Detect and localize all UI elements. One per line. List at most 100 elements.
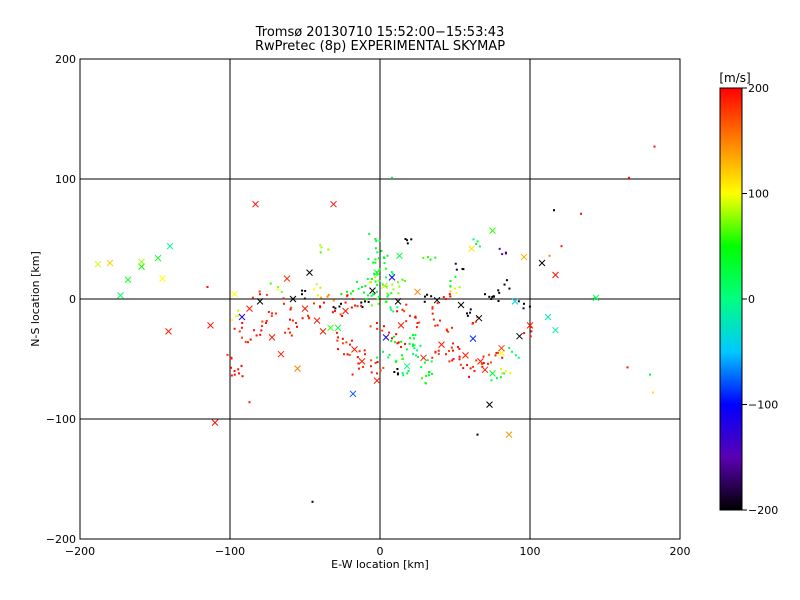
data-cross-marker — [516, 332, 523, 340]
data-dot-marker — [241, 326, 243, 329]
data-cross-marker — [319, 328, 327, 335]
data-dot-marker — [442, 296, 445, 299]
data-cross-marker — [457, 301, 465, 309]
data-dot-marker — [397, 341, 400, 344]
data-dot-marker — [400, 340, 403, 343]
data-dot-marker — [445, 328, 448, 331]
data-dot-marker — [445, 298, 447, 300]
data-dot-marker — [301, 317, 304, 320]
data-dot-marker — [392, 288, 395, 291]
data-dot-marker — [367, 294, 369, 297]
data-dot-marker — [415, 326, 418, 329]
data-cross-marker — [481, 366, 489, 374]
data-dot-marker — [386, 292, 389, 295]
data-cross-marker — [489, 370, 496, 377]
data-cross-marker — [438, 341, 445, 348]
data-cross-marker — [511, 298, 519, 305]
data-cross-marker — [138, 263, 145, 270]
data-dot-marker — [238, 330, 241, 333]
data-dot-marker — [259, 293, 261, 296]
data-dot-marker — [261, 320, 264, 323]
data-dot-marker — [282, 297, 285, 300]
data-dot-marker — [434, 351, 437, 354]
data-dot-marker — [473, 370, 476, 372]
data-dot-marker — [368, 281, 371, 284]
data-dot-marker — [362, 291, 365, 294]
data-dot-marker — [451, 349, 454, 352]
data-dot-marker — [370, 294, 373, 297]
data-dot-marker — [453, 287, 456, 290]
data-dot-marker — [495, 351, 498, 354]
data-dot-marker — [301, 293, 303, 296]
data-dot-marker — [445, 353, 447, 356]
data-dot-marker — [371, 293, 374, 296]
y-axis-label: N-S location [km] — [29, 251, 42, 347]
data-dot-marker — [240, 364, 243, 367]
data-dot-marker — [459, 363, 462, 366]
data-dot-marker — [450, 346, 453, 349]
data-dot-marker — [331, 311, 334, 314]
data-cross-marker — [520, 253, 528, 261]
data-dot-marker — [469, 311, 472, 314]
data-dot-marker — [346, 353, 349, 356]
data-dot-marker — [373, 272, 375, 275]
data-dot-marker — [419, 344, 422, 347]
data-dot-marker — [447, 330, 450, 333]
data-dot-marker — [384, 300, 387, 303]
data-dot-marker — [360, 304, 363, 307]
data-dot-marker — [237, 309, 240, 312]
data-dot-marker — [418, 321, 421, 324]
data-dot-marker — [226, 353, 229, 356]
data-dot-marker — [488, 295, 491, 298]
data-cross-marker — [252, 200, 259, 208]
data-dot-marker — [508, 287, 511, 290]
grid-lines — [80, 59, 680, 539]
data-dot-marker — [343, 353, 345, 356]
data-dot-marker — [400, 346, 402, 348]
data-dot-marker — [508, 346, 511, 349]
data-dot-marker — [320, 296, 323, 299]
data-dot-marker — [375, 240, 378, 243]
data-dot-marker — [383, 262, 386, 264]
data-dot-marker — [497, 289, 500, 292]
data-dot-marker — [529, 335, 532, 338]
data-dot-marker — [476, 433, 479, 436]
data-dot-marker — [387, 356, 390, 359]
data-cross-marker — [592, 294, 600, 302]
data-dot-marker — [313, 288, 315, 291]
data-dot-marker — [404, 342, 407, 345]
data-dot-marker — [378, 239, 381, 242]
data-dot-marker — [413, 344, 416, 347]
data-dot-marker — [474, 320, 477, 323]
data-dot-marker — [404, 238, 407, 240]
data-dot-marker — [253, 329, 255, 332]
data-cross-marker — [294, 365, 301, 372]
data-dot-marker — [458, 347, 461, 350]
data-dot-marker — [327, 293, 330, 296]
data-dot-marker — [276, 288, 279, 291]
data-cross-marker — [166, 242, 174, 250]
chart-title: Tromsø 20130710 15:52:00−15:53:43 — [255, 25, 505, 40]
data-dot-marker — [354, 304, 357, 307]
x-tick-label: 100 — [520, 545, 541, 558]
data-dot-marker — [390, 271, 393, 274]
data-cross-marker — [207, 322, 214, 329]
data-dot-marker — [523, 302, 525, 305]
data-dot-marker — [458, 286, 461, 289]
data-dot-marker — [259, 333, 262, 336]
data-dot-marker — [336, 339, 339, 342]
data-dot-marker — [357, 362, 360, 365]
data-cross-marker — [342, 307, 349, 315]
data-dot-marker — [364, 300, 366, 303]
data-dot-marker — [396, 310, 399, 313]
data-dot-marker — [391, 272, 394, 275]
data-cross-marker — [334, 324, 342, 332]
data-cross-marker — [486, 401, 493, 408]
data-dot-marker — [466, 364, 468, 366]
data-dot-marker — [475, 242, 478, 245]
data-dot-marker — [451, 359, 454, 362]
data-dot-marker — [466, 312, 468, 315]
data-cross-marker — [420, 354, 427, 362]
data-dot-marker — [436, 324, 439, 327]
data-dot-marker — [421, 377, 423, 380]
